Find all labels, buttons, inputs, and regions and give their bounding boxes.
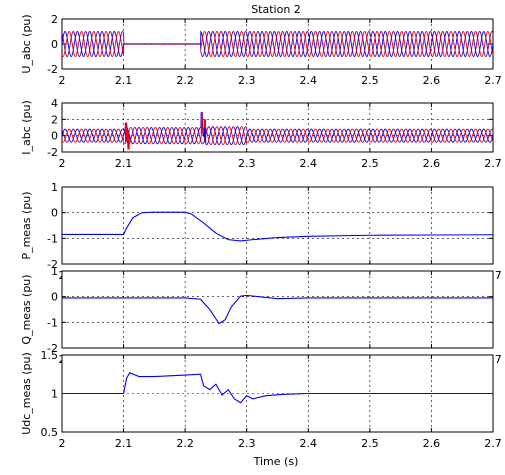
x-tick-label: 2.7 bbox=[484, 157, 502, 170]
phase-b-line bbox=[62, 111, 493, 150]
x-tick-label: 2.5 bbox=[361, 437, 379, 450]
y-tick-label: 0.5 bbox=[41, 426, 59, 439]
x-axis-label: Time (s) bbox=[253, 455, 299, 468]
y-axis-label: Q_meas (pu) bbox=[20, 274, 33, 344]
subplot-2: 2 2.1 2.2 2.3 2.4 2.5 2.6 2.7 -2 0 2 4 I_abc (pu) bbox=[20, 97, 502, 170]
plot-lines bbox=[62, 111, 493, 150]
y-axis-label: Udc_meas (pu) bbox=[20, 352, 33, 435]
y-tick-label: -1 bbox=[47, 316, 58, 329]
y-tick-label: -2 bbox=[47, 146, 58, 159]
x-tick-label: 2.1 bbox=[115, 74, 133, 87]
x-tick-label: 2.6 bbox=[423, 74, 441, 87]
x-tick-label: 2.5 bbox=[361, 157, 379, 170]
y-tick-label: 0 bbox=[51, 130, 58, 143]
subplot-5: 2 2.1 2.2 2.3 2.4 2.5 2.6 2.7 0.5 1 1.5 Udc_meas (p… bbox=[20, 349, 502, 450]
plot-lines bbox=[62, 372, 493, 404]
figure-title: Station 2 bbox=[251, 3, 301, 16]
y-axis-label: P_meas (pu) bbox=[20, 191, 33, 259]
series-line bbox=[62, 294, 493, 325]
x-tick-label: 2.3 bbox=[238, 437, 256, 450]
phase-c-line bbox=[62, 31, 493, 57]
series-line bbox=[62, 372, 493, 404]
x-tick-label: 2.3 bbox=[238, 74, 256, 87]
x-tick-label: 2.1 bbox=[115, 437, 133, 450]
plot-lines bbox=[62, 294, 493, 325]
y-tick-label: -2 bbox=[47, 342, 58, 355]
phase-a-line bbox=[62, 111, 493, 150]
y-tick-label: 1 bbox=[51, 388, 58, 401]
y-tick-label: 4 bbox=[51, 97, 58, 110]
y-tick-label: 2 bbox=[51, 13, 58, 26]
y-tick-label: 1 bbox=[51, 265, 58, 278]
x-tick-label: 2.3 bbox=[238, 157, 256, 170]
x-tick-label: 2.2 bbox=[176, 437, 194, 450]
y-tick-label: 2 bbox=[51, 113, 58, 126]
subplot-1: 2 2.1 2.2 2.3 2.4 2.5 2.6 2.7 -2 0 2 U_abc (pu) bbox=[20, 13, 502, 87]
plot-area bbox=[61, 102, 494, 153]
x-tick-label: 2.4 bbox=[300, 437, 318, 450]
x-tick-label: 2.2 bbox=[176, 74, 194, 87]
plot-lines bbox=[62, 211, 493, 242]
x-tick-label: 2.6 bbox=[423, 437, 441, 450]
y-tick-label: 0 bbox=[51, 207, 58, 220]
y-tick-label: -2 bbox=[47, 258, 58, 271]
subplots: 2 2.1 2.2 2.3 2.4 2.5 2.6 2.7 -2 0 2 U_abc (pu) 2 2.1… bbox=[20, 13, 502, 450]
x-tick-label: 2.6 bbox=[423, 157, 441, 170]
x-tick-label: 2 bbox=[59, 437, 66, 450]
phase-c-line bbox=[62, 126, 493, 146]
y-axis-label: I_abc (pu) bbox=[20, 100, 33, 155]
y-tick-label: 1 bbox=[51, 181, 58, 194]
series-line bbox=[62, 211, 493, 242]
plot-area bbox=[61, 270, 494, 349]
x-tick-label: 2 bbox=[59, 157, 66, 170]
y-tick-label: 1.5 bbox=[41, 349, 59, 362]
plot-area bbox=[61, 186, 494, 265]
y-axis-label: U_abc (pu) bbox=[20, 14, 33, 73]
x-tick-label: 2.7 bbox=[484, 437, 502, 450]
y-tick-label: -1 bbox=[47, 232, 58, 245]
y-tick-label: 0 bbox=[51, 291, 58, 304]
y-tick-label: -2 bbox=[47, 63, 58, 76]
plot-lines bbox=[62, 30, 493, 58]
x-tick-label: 2.5 bbox=[361, 74, 379, 87]
x-tick-label: 2 bbox=[59, 74, 66, 87]
x-tick-label: 2.1 bbox=[115, 157, 133, 170]
x-tick-label: 2.4 bbox=[300, 74, 318, 87]
x-tick-label: 2.4 bbox=[300, 157, 318, 170]
x-tick-label: 2.2 bbox=[176, 157, 194, 170]
y-tick-label: 0 bbox=[51, 38, 58, 51]
x-tick-label: 2.7 bbox=[484, 74, 502, 87]
